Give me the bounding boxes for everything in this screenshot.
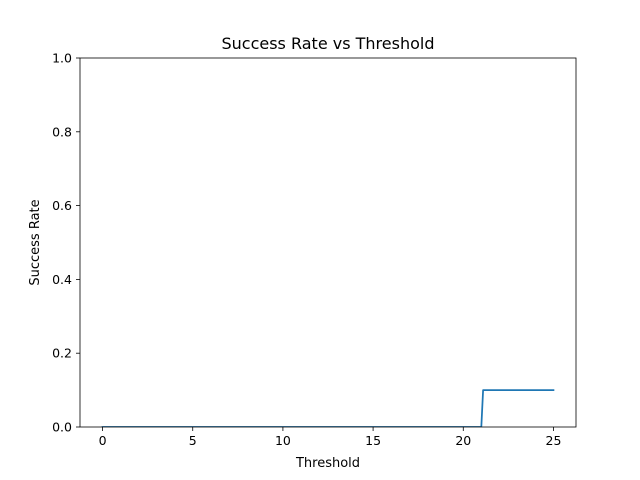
- x-tick-label: 20: [455, 433, 471, 448]
- series-line-0: [101, 389, 555, 427]
- x-tick-label: 10: [275, 433, 291, 448]
- y-tick-label: 0.0: [52, 420, 72, 435]
- x-tick-label: 25: [546, 433, 562, 448]
- plot-frame: [79, 57, 577, 428]
- x-tick-label: 5: [189, 433, 197, 448]
- x-axis-label: Threshold: [295, 456, 360, 471]
- y-axis-label: Success Rate: [28, 199, 43, 285]
- x-tick-label: 15: [365, 433, 381, 448]
- y-tick-label: 0.6: [52, 198, 72, 213]
- x-axis-ticks: 0 5 10 15 20 25: [99, 427, 562, 448]
- y-tick-label: 0.2: [52, 346, 72, 361]
- plot-area: [79, 57, 577, 428]
- x-tick-label: 0: [99, 433, 107, 448]
- y-axis-ticks: 0.0 0.2 0.4 0.6 0.8 1.0: [52, 51, 80, 435]
- y-tick-label: 0.4: [52, 272, 72, 287]
- y-tick-label: 1.0: [52, 51, 72, 66]
- chart-title: Success Rate vs Threshold: [221, 34, 434, 53]
- y-tick-label: 0.8: [52, 124, 72, 139]
